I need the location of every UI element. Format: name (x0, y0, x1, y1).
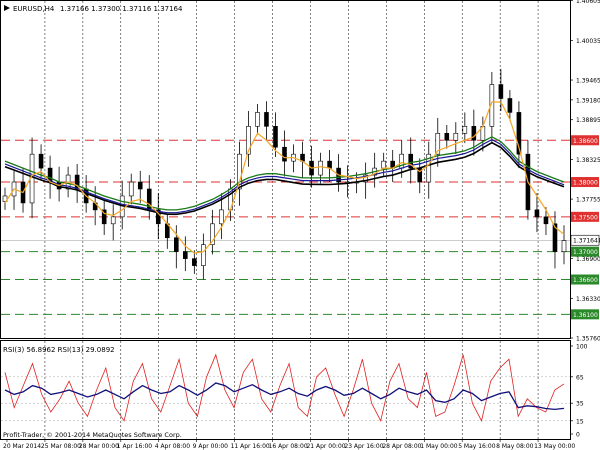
current-price-label: 1.37164 (573, 238, 598, 245)
rsi3-line (4, 353, 565, 422)
current-price-tag (570, 234, 600, 246)
y-tick-label: 1.40035 (576, 38, 600, 45)
level-tag (571, 177, 599, 188)
level-label: 1.37500 (573, 214, 598, 221)
slow-ma-blue-line (4, 138, 565, 214)
level-tag (571, 274, 599, 285)
candle-body (561, 240, 567, 252)
level-tag (571, 135, 599, 146)
rsi-indicator: 100 65 35 15 0 (1, 344, 588, 439)
candle-body (426, 153, 432, 183)
x-tick-label: 28 Mar 00:00 (79, 443, 119, 450)
candle-body (237, 153, 242, 190)
rsi-tick-label: 100 (576, 344, 588, 351)
level-label: 1.37000 (573, 249, 598, 256)
x-tick-label: 1 May 00:00 (420, 443, 458, 450)
candle-body (471, 126, 477, 141)
candle-body (219, 209, 224, 225)
level-tag (571, 246, 599, 257)
candle-body (137, 181, 143, 190)
level-tag (571, 211, 599, 222)
y-tick-label: 1.39180 (576, 97, 600, 104)
candle-body (453, 132, 459, 141)
moving-averages (4, 101, 565, 254)
x-tick-label: 21 Apr 00:00 (306, 443, 345, 450)
slow-ma-line (4, 141, 565, 216)
candle-body (381, 160, 386, 169)
y-tick-label: 1.35760 (576, 336, 600, 343)
x-tick-label: 5 May 16:00 (458, 443, 496, 450)
y-tick-label: 1.36330 (576, 296, 600, 303)
rsi-label: RSI(3) 56.8962 RSI(13) 29.0892 (3, 346, 115, 354)
copyright: Profit-Trader, © 2001-2014 MetaQuotes So… (3, 431, 182, 439)
candle-body (552, 223, 558, 252)
candle-body (74, 174, 80, 190)
y-tick-label: 1.37755 (576, 197, 600, 204)
candle-body (282, 146, 287, 162)
rsi-tick-label: 35 (576, 401, 584, 408)
candle-body (101, 209, 107, 225)
level-label: 1.38600 (573, 138, 598, 145)
x-tick-label: 16 Apr 08:00 (269, 443, 308, 450)
y-tick-label: 1.40605 (576, 0, 600, 5)
candle-body (174, 237, 179, 252)
level-label: 1.36600 (573, 277, 598, 284)
candle-body (507, 98, 513, 113)
x-tick-label: 8 May 08:00 (496, 443, 534, 450)
candle-body (444, 132, 450, 141)
candle-body (183, 251, 188, 259)
symbol-label: EURUSD,H4 (13, 5, 55, 13)
x-tick-label: 1 Apr 16:00 (117, 443, 152, 450)
candle-body (210, 223, 215, 245)
x-tick-label: 20 Mar 2014 (3, 443, 41, 450)
fast-ma-line (4, 101, 565, 254)
rsi-tick-label: 65 (576, 374, 584, 381)
candle-body (155, 209, 161, 225)
rsi-tick-label: 15 (576, 418, 584, 425)
candle-body (318, 160, 323, 176)
ohlc-values: 1.37166 1.37300 1.37116 1.37164 (60, 5, 183, 13)
candle-body (264, 112, 269, 127)
level-tag (571, 309, 599, 320)
level-label: 1.38000 (573, 180, 598, 187)
price-panel-frame (0, 0, 571, 339)
candle-body (273, 126, 278, 148)
candle-body (498, 84, 504, 99)
candle-body (462, 126, 468, 134)
mid-ma-line (4, 136, 565, 211)
y-tick-label: 1.39465 (576, 78, 600, 85)
candle-body (192, 258, 197, 266)
x-tick-label: 11 Apr 16:00 (231, 443, 270, 450)
rsi-tick-label: 0 (576, 432, 580, 439)
candle-body (201, 244, 206, 266)
x-tick-label: 9 Apr 00:00 (193, 443, 228, 450)
candle-body (255, 112, 260, 127)
candle-body (435, 132, 441, 155)
candle-body (327, 160, 332, 169)
x-tick-label: 4 Apr 08:00 (155, 443, 190, 450)
x-tick-label: 13 May 00:00 (534, 443, 575, 450)
chart-arrow-icon (4, 5, 10, 11)
candle-body (408, 153, 414, 169)
x-tick-label: 23 Apr 16:00 (344, 443, 383, 450)
candle-body (516, 112, 522, 155)
candle-body (534, 209, 540, 218)
y-tick-label: 1.36900 (576, 256, 600, 263)
x-tick-label: 25 Mar 08:00 (41, 443, 81, 450)
x-tick-label: 28 Apr 08:00 (382, 443, 421, 450)
candle-body (489, 84, 495, 127)
candle-body (246, 126, 251, 155)
candle-body (128, 181, 134, 197)
price-axis: 1.40605 1.40035 1.39465 1.39180 1.38895 1.383… (570, 0, 600, 343)
candle-body (543, 216, 549, 225)
candle-body (363, 174, 368, 183)
level-label: 1.36100 (573, 312, 598, 319)
y-tick-label: 1.38325 (576, 157, 600, 164)
rsi13-line (4, 382, 565, 411)
candle-body (38, 153, 44, 169)
y-tick-label: 1.38895 (576, 117, 600, 124)
candle-body (110, 216, 116, 225)
